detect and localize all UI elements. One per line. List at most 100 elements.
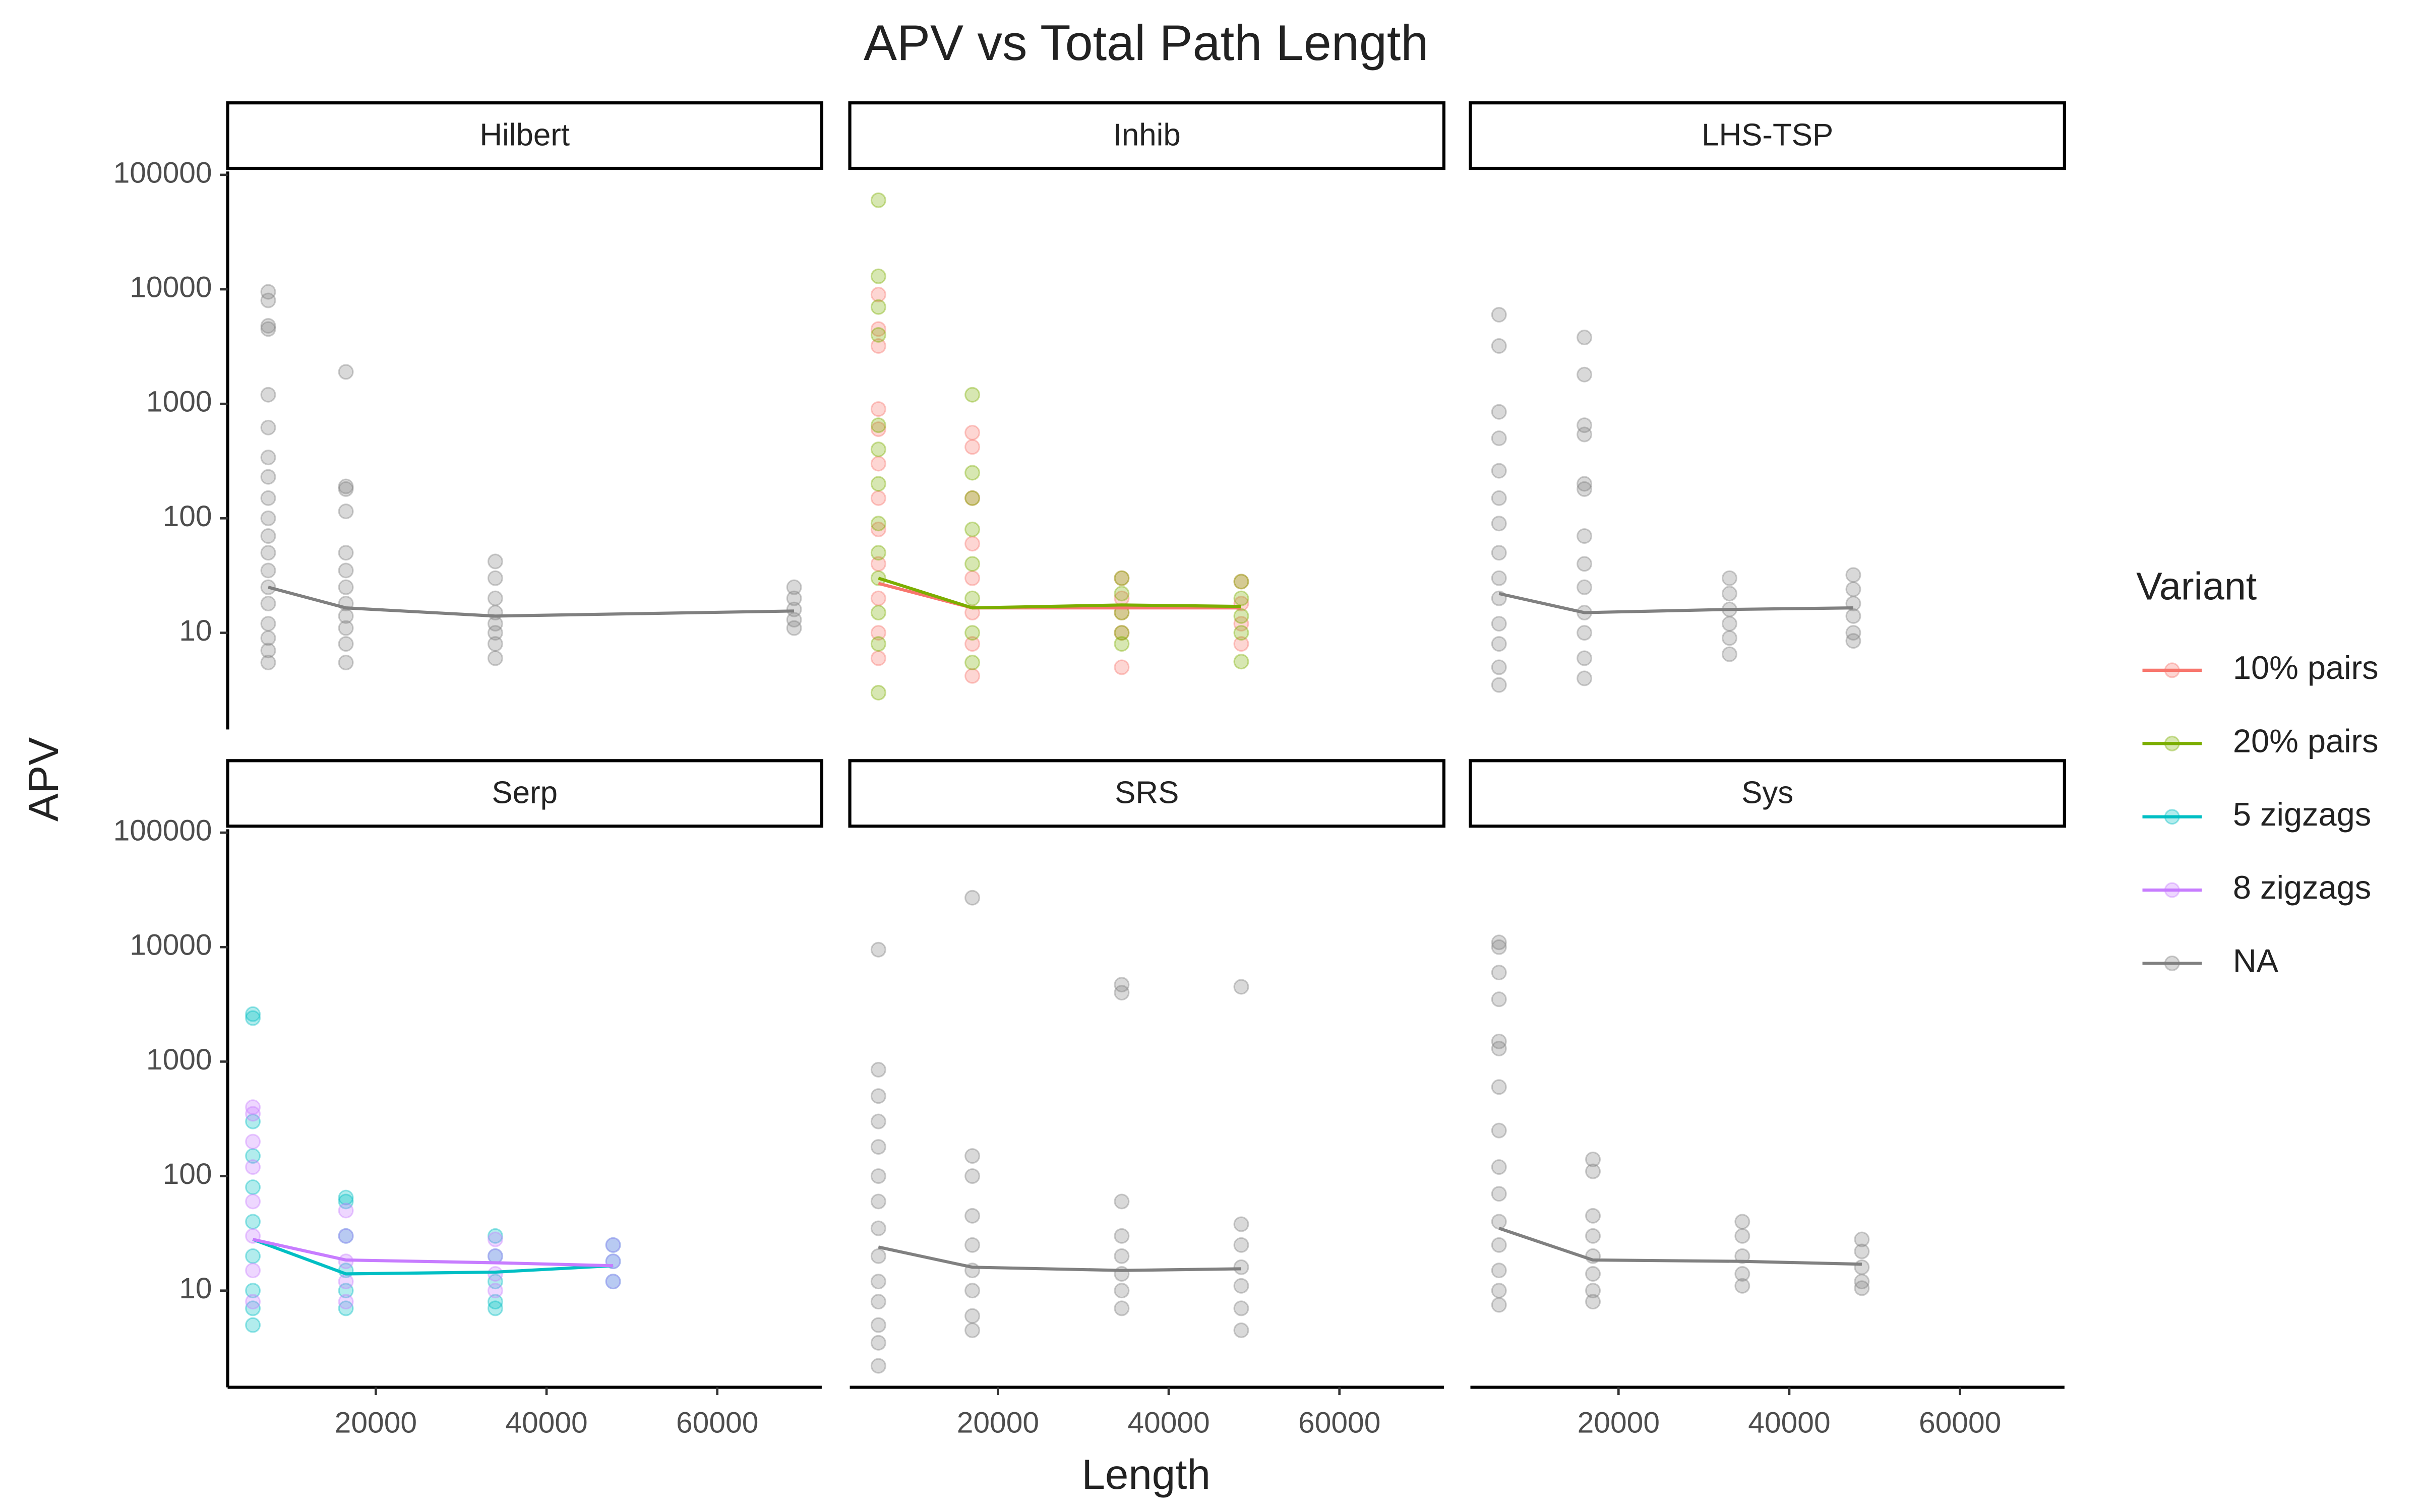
point (338, 364, 354, 380)
point (338, 1203, 354, 1219)
point (260, 387, 276, 403)
point (1233, 574, 1249, 590)
point (260, 655, 276, 670)
point (487, 590, 503, 606)
point (487, 636, 503, 652)
point (1721, 646, 1737, 662)
point (260, 643, 276, 659)
plot-area (260, 284, 802, 670)
point (870, 1088, 886, 1104)
point (1114, 1248, 1130, 1264)
point (1721, 586, 1737, 602)
point (1491, 404, 1507, 420)
point (870, 1168, 886, 1184)
point (1491, 636, 1507, 652)
point (1577, 579, 1593, 595)
point (260, 528, 276, 544)
x-tick-label: 40000 (505, 1406, 587, 1439)
point (964, 668, 981, 684)
point (1233, 574, 1249, 590)
point (487, 1248, 503, 1264)
point (870, 1139, 886, 1155)
point (245, 1248, 261, 1264)
point (964, 1308, 981, 1324)
point (870, 1335, 886, 1351)
point (964, 556, 981, 572)
point (487, 1266, 503, 1282)
point (1577, 426, 1593, 443)
legend-label: NA (2233, 942, 2279, 979)
y-tick-label: 100000 (113, 814, 212, 847)
mean-line (878, 1245, 1242, 1272)
point (260, 630, 276, 646)
point (245, 1317, 261, 1333)
point (964, 536, 981, 552)
chart-title: APV vs Total Path Length (864, 15, 1428, 71)
point (1114, 625, 1130, 641)
point (1114, 977, 1130, 993)
point (1114, 1283, 1130, 1299)
point (870, 684, 886, 701)
point (964, 490, 981, 506)
point (245, 1300, 261, 1316)
point (964, 890, 981, 906)
plot-area (870, 192, 1249, 701)
point (260, 284, 276, 300)
y-tick-label: 10000 (130, 929, 212, 962)
point (1491, 677, 1507, 693)
point (1734, 1266, 1750, 1282)
y-tick-label: 100 (163, 1158, 212, 1190)
point (1577, 366, 1593, 383)
point (1491, 965, 1507, 981)
x-tick-label: 20000 (335, 1406, 417, 1439)
point (1114, 586, 1130, 602)
point (964, 1283, 981, 1299)
point (870, 1113, 886, 1129)
point (1491, 1079, 1507, 1095)
point (487, 1283, 503, 1299)
point (964, 521, 981, 537)
point (870, 1317, 886, 1333)
point (1114, 1193, 1130, 1210)
point (1491, 659, 1507, 675)
facet-strip (848, 101, 1446, 170)
plot-area (1491, 934, 1870, 1313)
point (1721, 616, 1737, 632)
point (1845, 581, 1861, 597)
point (870, 192, 886, 208)
point (245, 1010, 261, 1026)
point (1491, 1214, 1507, 1230)
point (245, 1148, 261, 1164)
point (1233, 1259, 1249, 1275)
point (870, 650, 886, 666)
point (1585, 1283, 1601, 1299)
point (1114, 1228, 1130, 1244)
plot-area (1491, 306, 1861, 693)
point (1734, 1248, 1750, 1264)
mean-line (1498, 592, 1853, 614)
point (964, 1322, 981, 1338)
point (964, 1208, 981, 1224)
point (338, 1283, 354, 1299)
point (245, 1283, 261, 1299)
point (870, 321, 886, 337)
point (1491, 616, 1507, 632)
point (1114, 570, 1130, 586)
point (964, 1237, 981, 1253)
point (260, 292, 276, 308)
point (605, 1274, 621, 1290)
point (245, 1113, 261, 1129)
point (786, 601, 802, 617)
point (1845, 633, 1861, 649)
point (338, 1274, 354, 1290)
point (338, 1300, 354, 1316)
point (964, 387, 981, 403)
point (1491, 1283, 1507, 1299)
point (245, 1263, 261, 1279)
point (964, 570, 981, 586)
point (487, 553, 503, 570)
point (964, 490, 981, 506)
y-tick-label: 100 (163, 500, 212, 533)
x-tick-label: 60000 (1298, 1406, 1380, 1439)
